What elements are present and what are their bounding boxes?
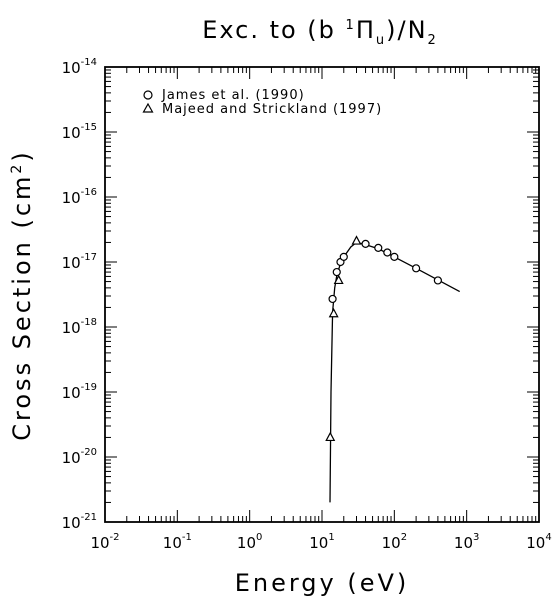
- y-tick-label: 10-16: [62, 187, 97, 207]
- y-tick-label: 10-21: [62, 512, 97, 532]
- x-axis-label: Energy (eV): [235, 569, 410, 597]
- legend-circle-marker: [143, 90, 153, 100]
- majeed-data-point: [328, 307, 339, 318]
- james-data-point: [374, 243, 383, 252]
- james-data-point: [332, 267, 341, 277]
- x-tick-label: 10-2: [90, 532, 119, 552]
- james-data-point: [339, 252, 348, 261]
- james-data-point: [328, 294, 337, 304]
- data-series: [325, 235, 461, 503]
- legend: James et al. (1990) Majeed and Stricklan…: [142, 88, 382, 117]
- y-tick-label: 10-14: [62, 57, 97, 77]
- majeed-data-point: [325, 431, 336, 442]
- plot-frame: [104, 66, 540, 523]
- majeed-data-point: [333, 274, 344, 285]
- x-tick-label: 10-1: [163, 532, 192, 552]
- y-axis-label: Cross Section (cm2): [8, 149, 36, 440]
- james-data-point: [412, 264, 421, 273]
- legend-label-majeed: Majeed and Strickland (1997): [162, 102, 382, 117]
- axis-ticks: [105, 67, 539, 522]
- x-tick-label: 102: [382, 532, 407, 552]
- y-tick-label: 10-18: [62, 317, 97, 337]
- x-tick-label: 103: [454, 532, 479, 552]
- majeed-data-point: [351, 235, 362, 245]
- y-tick-label: 10-15: [62, 122, 97, 142]
- legend-label-james: James et al. (1990): [161, 88, 305, 103]
- legend-triangle-marker: [142, 102, 154, 113]
- x-tick-label: 104: [526, 532, 551, 552]
- james-data-point: [361, 239, 370, 248]
- james-data-point: [433, 276, 442, 285]
- x-tick-label: 100: [237, 532, 262, 552]
- chart-title: Exc. to (b 1Πu)/N2: [202, 16, 438, 48]
- y-tick-labels: 10-21 10-20 10-19 10-18 10-17 10-16 10-15 10-14: [62, 57, 97, 532]
- y-tick-label: 10-19: [62, 382, 97, 402]
- y-tick-label: 10-17: [62, 252, 97, 272]
- fit-curve-line: [329, 241, 461, 503]
- y-tick-label: 10-20: [62, 447, 97, 467]
- james-data-point: [390, 252, 399, 261]
- x-tick-label: 101: [309, 532, 334, 552]
- x-tick-labels: 10-2 10-1 100 101 102 103 104: [90, 532, 551, 552]
- james-data-point: [383, 248, 392, 257]
